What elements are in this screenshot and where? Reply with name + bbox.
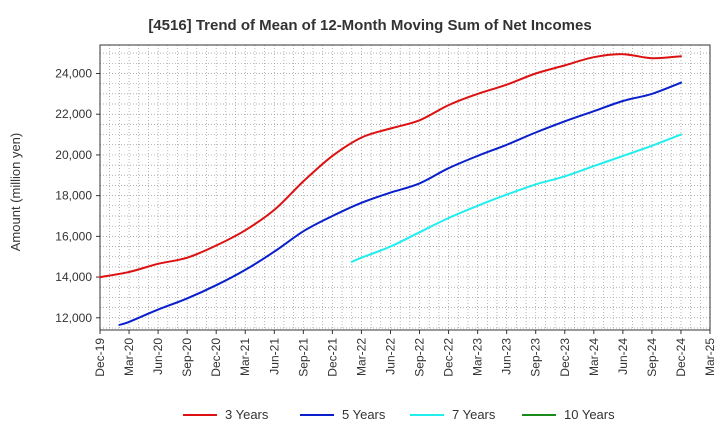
y-tick-label: 22,000	[55, 107, 92, 121]
series-lines	[99, 53, 682, 326]
x-tick-label: Sep-20	[180, 338, 194, 377]
legend-label-7-years: 7 Years	[452, 407, 496, 422]
x-tick-label: Dec-20	[209, 338, 223, 377]
plot-area-frame	[99, 44, 711, 331]
x-tick-label: Sep-24	[645, 338, 659, 377]
x-tick-label: Jun-22	[383, 338, 397, 375]
legend-label-10-years: 10 Years	[564, 407, 615, 422]
x-tick-label: Sep-21	[296, 338, 310, 377]
chart-title: [4516] Trend of Mean of 12-Month Moving …	[148, 17, 591, 34]
x-tick-label: Dec-24	[674, 338, 688, 377]
x-tick-label: Sep-22	[413, 338, 427, 377]
legend: 3 Years 5 Years 7 Years 10 Years	[183, 407, 615, 422]
x-tick-label: Mar-22	[354, 338, 368, 376]
y-axis-ticks: 12,000 14,000 16,000 18,000 20,000 22,000 24,0…	[55, 67, 100, 325]
x-tick-label: Mar-21	[238, 338, 252, 376]
x-tick-label: Mar-20	[122, 338, 136, 376]
x-tick-label: Dec-21	[325, 338, 339, 377]
x-tick-label: Dec-19	[93, 338, 107, 377]
series-line-7-years	[350, 133, 682, 263]
y-tick-label: 16,000	[55, 229, 92, 243]
x-tick-label: Mar-23	[471, 338, 485, 376]
y-tick-label: 20,000	[55, 148, 92, 162]
y-tick-label: 24,000	[55, 67, 92, 81]
legend-label-3-years: 3 Years	[225, 407, 269, 422]
x-tick-label: Jun-23	[500, 338, 514, 375]
x-tick-label: Dec-23	[558, 338, 572, 377]
x-tick-label: Mar-24	[587, 338, 601, 376]
x-tick-label: Jun-21	[267, 338, 281, 375]
x-tick-label: Jun-20	[151, 338, 165, 375]
x-axis-ticks: Dec-19 Mar-20 Jun-20 Sep-20 Dec-20 Mar-21 Jun-…	[93, 330, 717, 377]
x-tick-label: Mar-25	[703, 338, 717, 376]
legend-label-5-years: 5 Years	[342, 407, 386, 422]
x-tick-label: Sep-23	[529, 338, 543, 377]
x-tick-label: Dec-22	[442, 338, 456, 377]
series-line-5-years	[118, 81, 682, 326]
series-line-3-years	[99, 53, 682, 279]
grid-lines	[100, 45, 710, 330]
y-tick-label: 14,000	[55, 270, 92, 284]
y-tick-label: 12,000	[55, 311, 92, 325]
x-tick-label: Jun-24	[616, 338, 630, 375]
y-tick-label: 18,000	[55, 189, 92, 203]
y-axis-label: Amount (million yen)	[8, 133, 23, 252]
